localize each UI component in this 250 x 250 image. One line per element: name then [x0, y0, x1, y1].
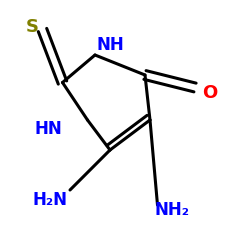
- Text: H₂N: H₂N: [32, 191, 68, 209]
- Text: NH: NH: [96, 36, 124, 54]
- Text: NH₂: NH₂: [155, 201, 190, 219]
- Text: HN: HN: [35, 120, 62, 138]
- Text: S: S: [26, 18, 39, 36]
- Text: O: O: [202, 84, 218, 102]
